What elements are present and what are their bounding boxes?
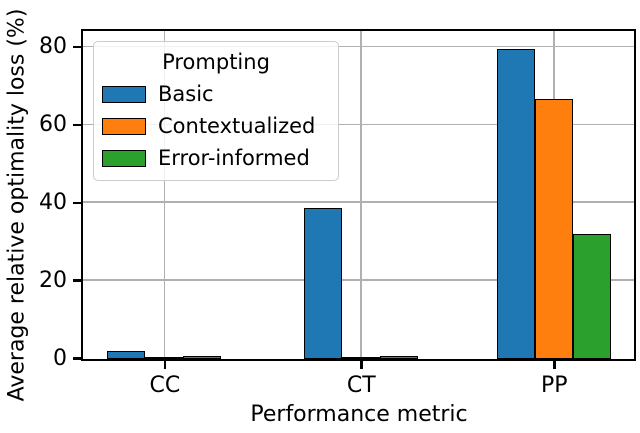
y-tick-40 [73,201,81,205]
gridline-y-60 [83,123,634,126]
bar-pp-error-informed [572,233,611,359]
y-tick-label-80: 80 [39,34,67,60]
y-tick-20 [73,279,81,282]
y-axis-label: Average relative optimality loss (%) [4,8,30,402]
legend-row-basic: Basic [102,78,330,110]
legend-row-contextualized: Contextualized [102,110,330,142]
bar-ct-error-informed [379,355,418,359]
gridline-y-80 [83,45,634,48]
bar-pp-contextualized [534,98,573,359]
bar-cc-basic [107,351,146,359]
legend-row-error-informed: Error-informed [102,142,330,174]
y-tick-60 [73,123,81,127]
y-tick-80 [73,45,81,49]
bar-cc-contextualized [145,357,184,359]
legend-label-basic: Basic [158,82,214,106]
y-tick-label-40: 40 [39,189,67,215]
x-tick-cc [163,361,167,369]
legend: Prompting Basic Contextualized Error-infor… [93,41,339,181]
bar-ct-basic [303,208,342,359]
legend-swatch-error-informed [102,149,146,167]
bar-ct-contextualized [341,357,380,359]
legend-title: Prompting [162,50,270,74]
gridline-y-20 [83,279,634,282]
y-tick-label-20: 20 [39,267,67,293]
legend-label-contextualized: Contextualized [158,114,316,138]
gridline-y-40 [83,201,634,204]
legend-swatch-basic [102,85,146,103]
x-tick-ct [360,361,363,369]
gridline-x-cc [163,31,166,359]
legend-label-error-informed: Error-informed [158,146,310,170]
x-tick-pp [553,361,556,369]
x-axis-label: Performance metric [250,402,468,427]
y-tick-label-0: 0 [53,345,67,371]
y-tick-label-60: 60 [39,111,67,137]
x-tick-label-pp: PP [541,373,568,398]
legend-rows: Basic Contextualized Error-informed [102,78,330,174]
y-tick-0 [73,357,81,360]
bar-cc-error-informed [183,355,222,359]
bar-pp-basic [496,49,535,359]
plot-area [81,29,636,361]
x-tick-label-ct: CT [346,373,376,398]
gridline-x-ct [359,31,362,359]
legend-swatch-contextualized [102,117,146,135]
x-tick-label-cc: CC [149,373,181,398]
